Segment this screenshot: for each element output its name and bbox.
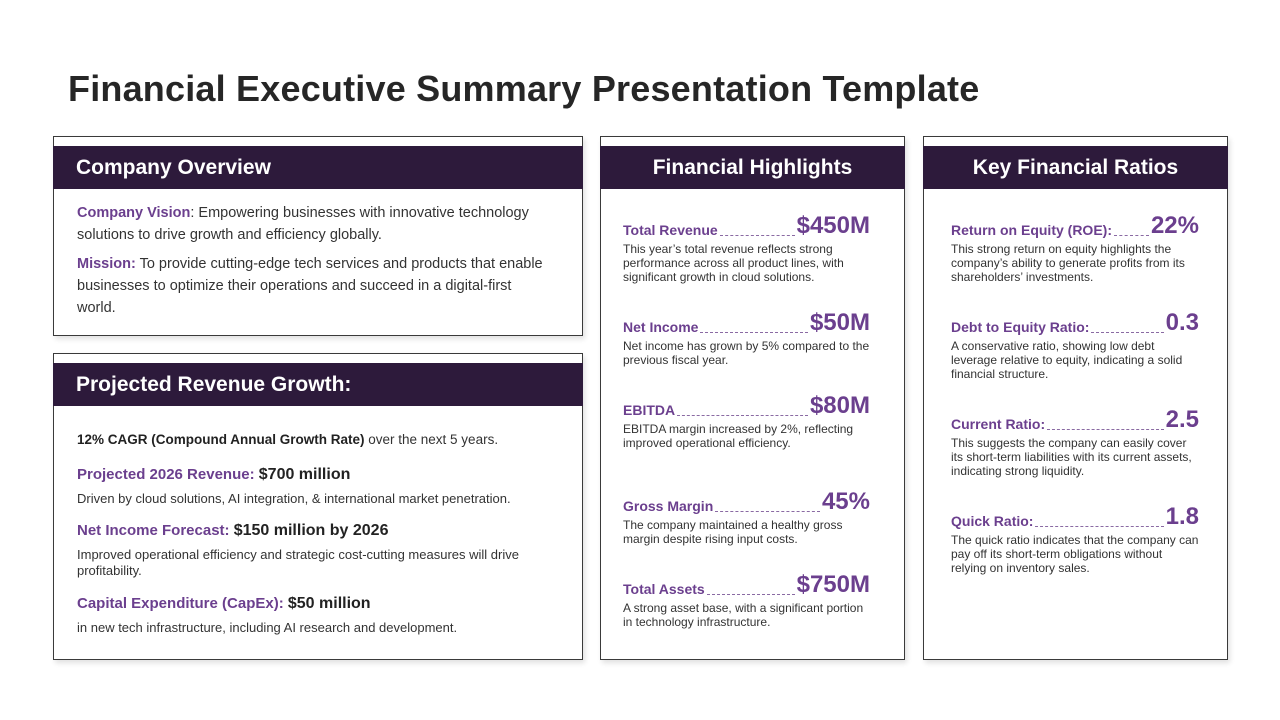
highlight-label: Gross Margin: [623, 498, 714, 514]
growth-item-heading: Projected 2026 Revenue: $700 million: [77, 466, 562, 484]
ratio-description: A conservative ratio, showing low debt l…: [951, 339, 1183, 381]
highlight-description: EBITDA margin increased by 2%, reflectin…: [623, 422, 854, 450]
ratio-description: The quick ratio indicates that the compa…: [951, 533, 1199, 575]
highlight-label: EBITDA: [623, 402, 676, 418]
dotted-leader: [715, 511, 820, 512]
dotted-leader: [706, 594, 795, 595]
ratio-value: 1.8: [1165, 503, 1199, 530]
mission-paragraph: Mission: To provide cutting-edge tech se…: [77, 253, 552, 319]
growth-item-label: Projected 2026 Revenue:: [77, 466, 259, 483]
company-overview-card: Company Overview Company Vision: Empower…: [53, 136, 583, 336]
highlight-description: A strong asset base, with a significant …: [623, 601, 864, 629]
highlight-value: 45%: [821, 488, 870, 515]
projected-revenue-growth-card: Projected Revenue Growth: 12% CAGR (Comp…: [53, 353, 583, 660]
growth-item-heading: Net Income Forecast: $150 million by 202…: [77, 522, 562, 540]
dotted-leader: [1091, 332, 1164, 333]
ratio-value: 0.3: [1165, 309, 1199, 336]
highlight-value: $450M: [796, 212, 870, 239]
highlight-item: Gross Margin 45% The company maintained a…: [623, 485, 870, 547]
growth-item-description: Driven by cloud solutions, AI integratio…: [77, 491, 511, 506]
company-overview-header: Company Overview: [53, 146, 583, 189]
growth-item-label: Capital Expenditure (CapEx):: [77, 595, 288, 612]
growth-item-value: $700 million: [258, 466, 351, 483]
highlight-label: Total Revenue: [623, 222, 718, 238]
cagr-line: 12% CAGR (Compound Annual Growth Rate) o…: [77, 432, 562, 447]
ratio-value: 22%: [1150, 212, 1199, 239]
financial-highlights-card: Financial Highlights Total Revenue $450M …: [600, 136, 905, 660]
growth-item-description: Improved operational efficiency and stra…: [77, 547, 519, 578]
company-vision-text: : Empowering businesses with innovative …: [77, 205, 529, 243]
ratio-label: Return on Equity (ROE):: [951, 222, 1112, 238]
growth-item-value: $50 million: [287, 595, 371, 612]
company-vision-paragraph: Company Vision: Empowering businesses wi…: [77, 202, 552, 246]
ratio-value: 2.5: [1165, 406, 1199, 433]
ratio-item: Debt to Equity Ratio: 0.3 A conservative …: [951, 306, 1199, 382]
key-financial-ratios-card: Key Financial Ratios Return on Equity (R…: [923, 136, 1228, 660]
dotted-leader: [719, 235, 795, 236]
highlight-value: $80M: [809, 392, 870, 419]
ratio-description: This strong return on equity highlights …: [951, 242, 1185, 284]
ratio-label: Current Ratio:: [951, 416, 1046, 432]
highlight-item: Total Revenue $450M This year’s total rev…: [623, 209, 870, 285]
highlight-description: This year’s total revenue reflects stron…: [623, 242, 844, 284]
highlight-item: Net Income $50M Net income has grown by 5…: [623, 306, 870, 368]
highlight-description: Net income has grown by 5% compared to t…: [623, 339, 870, 367]
dotted-leader: [677, 415, 808, 416]
highlight-label: Net Income: [623, 319, 699, 335]
ratio-description: This suggests the company can easily cov…: [951, 436, 1192, 478]
growth-item-value: $150 million by 2026: [233, 522, 389, 539]
key-financial-ratios-header: Key Financial Ratios: [923, 146, 1228, 189]
ratio-item: Quick Ratio: 1.8 The quick ratio indicate…: [951, 500, 1199, 576]
ratio-item: Current Ratio: 2.5 This suggests the comp…: [951, 403, 1199, 479]
highlight-item: EBITDA $80M EBITDA margin increased by 2%…: [623, 389, 870, 451]
mission-label: Mission:: [77, 256, 136, 272]
financial-highlights-header: Financial Highlights: [600, 146, 905, 189]
growth-item-label: Net Income Forecast:: [77, 522, 234, 539]
page-title: Financial Executive Summary Presentation…: [68, 68, 980, 109]
cagr-rest: over the next 5 years.: [364, 432, 499, 447]
growth-item-heading: Capital Expenditure (CapEx): $50 million: [77, 595, 562, 613]
ratio-label: Quick Ratio:: [951, 513, 1034, 529]
highlight-label: Total Assets: [623, 581, 705, 597]
dotted-leader: [1114, 235, 1149, 236]
mission-text: To provide cutting-edge tech services an…: [77, 256, 543, 316]
company-vision-label: Company Vision: [77, 205, 191, 221]
highlight-value: $750M: [796, 571, 870, 598]
highlight-description: The company maintained a healthy gross m…: [623, 518, 843, 546]
ratio-item: Return on Equity (ROE): 22% This strong r…: [951, 209, 1199, 285]
dotted-leader: [1035, 526, 1164, 527]
growth-item-description: in new tech infrastructure, including AI…: [77, 620, 458, 635]
dotted-leader: [700, 332, 808, 333]
projected-revenue-growth-header: Projected Revenue Growth:: [53, 363, 583, 406]
ratio-label: Debt to Equity Ratio:: [951, 319, 1090, 335]
highlight-item: Total Assets $750M A strong asset base, w…: [623, 568, 870, 630]
dotted-leader: [1047, 429, 1164, 430]
highlight-value: $50M: [809, 309, 870, 336]
cagr-strong: 12% CAGR (Compound Annual Growth Rate): [77, 432, 365, 447]
